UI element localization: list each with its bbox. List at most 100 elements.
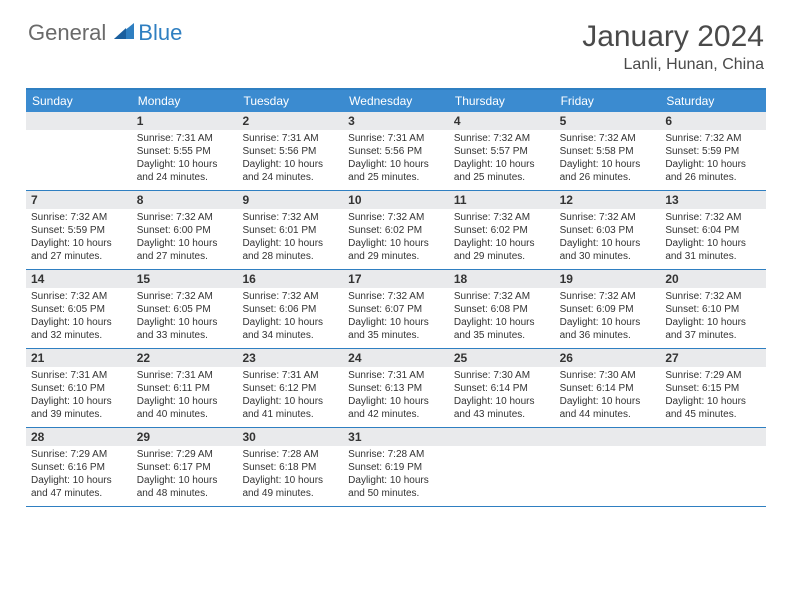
- day-number: 26: [555, 349, 661, 367]
- daylight-line: Daylight: 10 hours and 30 minutes.: [560, 237, 656, 263]
- day-body: Sunrise: 7:32 AMSunset: 6:03 PMDaylight:…: [555, 209, 661, 267]
- day-body: Sunrise: 7:32 AMSunset: 5:59 PMDaylight:…: [660, 130, 766, 188]
- empty-day: [26, 112, 132, 130]
- day-body: Sunrise: 7:30 AMSunset: 6:14 PMDaylight:…: [555, 367, 661, 425]
- day-number: 31: [343, 428, 449, 446]
- day-body: Sunrise: 7:31 AMSunset: 5:56 PMDaylight:…: [237, 130, 343, 188]
- day-cell: [555, 428, 661, 506]
- sunset-line: Sunset: 6:02 PM: [348, 224, 444, 237]
- day-cell: 2Sunrise: 7:31 AMSunset: 5:56 PMDaylight…: [237, 112, 343, 190]
- day-number: 29: [132, 428, 238, 446]
- sunrise-line: Sunrise: 7:31 AM: [348, 132, 444, 145]
- daylight-line: Daylight: 10 hours and 25 minutes.: [348, 158, 444, 184]
- day-body: Sunrise: 7:28 AMSunset: 6:18 PMDaylight:…: [237, 446, 343, 504]
- day-number: 1: [132, 112, 238, 130]
- sunset-line: Sunset: 6:12 PM: [242, 382, 338, 395]
- daylight-line: Daylight: 10 hours and 36 minutes.: [560, 316, 656, 342]
- daylight-line: Daylight: 10 hours and 34 minutes.: [242, 316, 338, 342]
- daylight-line: Daylight: 10 hours and 40 minutes.: [137, 395, 233, 421]
- sunrise-line: Sunrise: 7:29 AM: [137, 448, 233, 461]
- day-number: 25: [449, 349, 555, 367]
- day-cell: [660, 428, 766, 506]
- calendar-grid: 1Sunrise: 7:31 AMSunset: 5:55 PMDaylight…: [26, 112, 766, 507]
- sunset-line: Sunset: 6:11 PM: [137, 382, 233, 395]
- day-cell: 22Sunrise: 7:31 AMSunset: 6:11 PMDayligh…: [132, 349, 238, 427]
- day-body: Sunrise: 7:32 AMSunset: 6:05 PMDaylight:…: [132, 288, 238, 346]
- day-number: 15: [132, 270, 238, 288]
- daylight-line: Daylight: 10 hours and 35 minutes.: [348, 316, 444, 342]
- sunrise-line: Sunrise: 7:28 AM: [242, 448, 338, 461]
- day-body: Sunrise: 7:28 AMSunset: 6:19 PMDaylight:…: [343, 446, 449, 504]
- day-body: Sunrise: 7:31 AMSunset: 6:10 PMDaylight:…: [26, 367, 132, 425]
- day-cell: 21Sunrise: 7:31 AMSunset: 6:10 PMDayligh…: [26, 349, 132, 427]
- sunset-line: Sunset: 6:02 PM: [454, 224, 550, 237]
- day-number: 22: [132, 349, 238, 367]
- day-body: Sunrise: 7:32 AMSunset: 6:10 PMDaylight:…: [660, 288, 766, 346]
- day-body: Sunrise: 7:31 AMSunset: 6:12 PMDaylight:…: [237, 367, 343, 425]
- day-body: Sunrise: 7:32 AMSunset: 6:04 PMDaylight:…: [660, 209, 766, 267]
- sunset-line: Sunset: 6:05 PM: [137, 303, 233, 316]
- daylight-line: Daylight: 10 hours and 24 minutes.: [137, 158, 233, 184]
- daylight-line: Daylight: 10 hours and 43 minutes.: [454, 395, 550, 421]
- day-body: Sunrise: 7:30 AMSunset: 6:14 PMDaylight:…: [449, 367, 555, 425]
- day-number: 21: [26, 349, 132, 367]
- daylight-line: Daylight: 10 hours and 29 minutes.: [454, 237, 550, 263]
- day-number: 10: [343, 191, 449, 209]
- sunset-line: Sunset: 6:08 PM: [454, 303, 550, 316]
- location-text: Lanli, Hunan, China: [582, 56, 764, 74]
- empty-day: [660, 428, 766, 446]
- sunrise-line: Sunrise: 7:32 AM: [454, 290, 550, 303]
- day-number: 28: [26, 428, 132, 446]
- day-cell: 17Sunrise: 7:32 AMSunset: 6:07 PMDayligh…: [343, 270, 449, 348]
- day-body: Sunrise: 7:32 AMSunset: 6:06 PMDaylight:…: [237, 288, 343, 346]
- day-body: Sunrise: 7:32 AMSunset: 5:57 PMDaylight:…: [449, 130, 555, 188]
- day-cell: 15Sunrise: 7:32 AMSunset: 6:05 PMDayligh…: [132, 270, 238, 348]
- day-cell: [449, 428, 555, 506]
- day-cell: 6Sunrise: 7:32 AMSunset: 5:59 PMDaylight…: [660, 112, 766, 190]
- day-number: 30: [237, 428, 343, 446]
- sunrise-line: Sunrise: 7:30 AM: [454, 369, 550, 382]
- daylight-line: Daylight: 10 hours and 31 minutes.: [665, 237, 761, 263]
- sunrise-line: Sunrise: 7:29 AM: [665, 369, 761, 382]
- day-cell: 31Sunrise: 7:28 AMSunset: 6:19 PMDayligh…: [343, 428, 449, 506]
- day-number: 13: [660, 191, 766, 209]
- week-row: 14Sunrise: 7:32 AMSunset: 6:05 PMDayligh…: [26, 270, 766, 349]
- day-cell: [26, 112, 132, 190]
- sunrise-line: Sunrise: 7:31 AM: [137, 132, 233, 145]
- logo: General Blue: [28, 20, 182, 46]
- day-cell: 16Sunrise: 7:32 AMSunset: 6:06 PMDayligh…: [237, 270, 343, 348]
- day-cell: 23Sunrise: 7:31 AMSunset: 6:12 PMDayligh…: [237, 349, 343, 427]
- sunrise-line: Sunrise: 7:31 AM: [31, 369, 127, 382]
- day-body: Sunrise: 7:29 AMSunset: 6:17 PMDaylight:…: [132, 446, 238, 504]
- sunset-line: Sunset: 5:56 PM: [348, 145, 444, 158]
- day-cell: 13Sunrise: 7:32 AMSunset: 6:04 PMDayligh…: [660, 191, 766, 269]
- day-number: 5: [555, 112, 661, 130]
- day-body: Sunrise: 7:31 AMSunset: 5:56 PMDaylight:…: [343, 130, 449, 188]
- day-body: Sunrise: 7:32 AMSunset: 5:59 PMDaylight:…: [26, 209, 132, 267]
- sunrise-line: Sunrise: 7:28 AM: [348, 448, 444, 461]
- sunset-line: Sunset: 5:57 PM: [454, 145, 550, 158]
- day-cell: 4Sunrise: 7:32 AMSunset: 5:57 PMDaylight…: [449, 112, 555, 190]
- calendar: Sunday Monday Tuesday Wednesday Thursday…: [26, 88, 766, 507]
- day-body: Sunrise: 7:32 AMSunset: 6:05 PMDaylight:…: [26, 288, 132, 346]
- day-number: 20: [660, 270, 766, 288]
- daylight-line: Daylight: 10 hours and 45 minutes.: [665, 395, 761, 421]
- logo-text-blue: Blue: [138, 20, 182, 46]
- day-number: 7: [26, 191, 132, 209]
- day-cell: 20Sunrise: 7:32 AMSunset: 6:10 PMDayligh…: [660, 270, 766, 348]
- day-body: Sunrise: 7:31 AMSunset: 6:11 PMDaylight:…: [132, 367, 238, 425]
- day-number: 9: [237, 191, 343, 209]
- day-number: 14: [26, 270, 132, 288]
- daylight-line: Daylight: 10 hours and 27 minutes.: [31, 237, 127, 263]
- daylight-line: Daylight: 10 hours and 35 minutes.: [454, 316, 550, 342]
- daylight-line: Daylight: 10 hours and 32 minutes.: [31, 316, 127, 342]
- day-body: Sunrise: 7:29 AMSunset: 6:16 PMDaylight:…: [26, 446, 132, 504]
- sunrise-line: Sunrise: 7:32 AM: [560, 132, 656, 145]
- day-number: 12: [555, 191, 661, 209]
- day-body: Sunrise: 7:32 AMSunset: 6:02 PMDaylight:…: [343, 209, 449, 267]
- day-body: Sunrise: 7:32 AMSunset: 6:09 PMDaylight:…: [555, 288, 661, 346]
- sunrise-line: Sunrise: 7:32 AM: [665, 290, 761, 303]
- weekday-tue: Tuesday: [237, 90, 343, 112]
- logo-text-general: General: [28, 20, 106, 46]
- header: General Blue January 2024 Lanli, Hunan, …: [0, 0, 792, 82]
